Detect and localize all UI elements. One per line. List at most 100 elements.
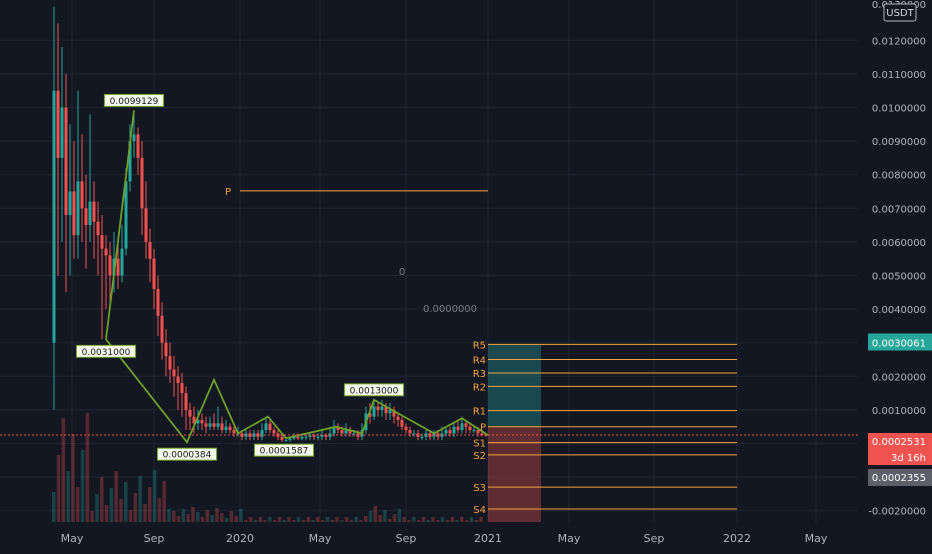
volume-bar [215, 508, 219, 522]
volume-bar [296, 517, 301, 522]
candle-body [264, 423, 268, 431]
volume-bar [128, 510, 133, 522]
volume-bar [76, 487, 80, 522]
volume-bar [412, 517, 416, 522]
volume-bar [220, 513, 224, 522]
volume-bar [95, 494, 99, 522]
candle-body [56, 90, 60, 158]
candle-body [152, 258, 156, 289]
volume-bar [301, 520, 306, 522]
candle-body [320, 435, 324, 437]
candle-body [148, 241, 152, 259]
candle-body [272, 430, 276, 434]
volume-bar [445, 520, 450, 522]
zigzag-indicator [105, 110, 489, 444]
pivot-label-r3: R3 [473, 369, 486, 380]
volume-bar [474, 520, 478, 522]
price-tags: 0.0030061 0.0002531 3d 16h 0.0002355 [868, 333, 932, 486]
pivot-upper-zone [488, 344, 541, 427]
candle-body [396, 416, 400, 420]
candle-body [452, 426, 456, 434]
candle-body [404, 426, 408, 431]
zigzag-value-text: 0.0001587 [260, 447, 309, 457]
volume-bar [138, 476, 142, 522]
candle-body [280, 436, 284, 441]
volume-bar [152, 470, 157, 522]
volume-bar [277, 517, 282, 522]
volume-bar [431, 517, 435, 522]
candle-body [400, 419, 404, 427]
volume-bar [229, 511, 234, 522]
volume-bar [397, 509, 402, 522]
candle-body [96, 221, 100, 236]
x-tick-label: May [558, 532, 581, 545]
candle-body [172, 369, 176, 377]
volume-bar [392, 514, 397, 522]
candle-body [232, 430, 236, 434]
zigzag-value-tag [156, 447, 218, 461]
candle-body [384, 406, 388, 414]
candle-body [288, 438, 292, 441]
x-tick-label: May [805, 532, 828, 545]
volume-bar [306, 517, 310, 522]
pivot-label-r5: R5 [473, 340, 486, 351]
volume-bar [364, 516, 368, 522]
candle-body [100, 235, 104, 249]
currency-badge[interactable] [883, 3, 917, 22]
volume-bar [455, 520, 459, 522]
volume-bar [388, 519, 392, 522]
volume-bar [176, 516, 181, 522]
volume-bar [464, 520, 469, 522]
volume-bar [181, 509, 186, 522]
center-value-label: 0.0000000 [423, 304, 477, 315]
zigzag-value-text: 0.0000384 [163, 451, 212, 461]
volume-bar [162, 481, 166, 522]
volume-bar [133, 493, 138, 522]
x-axis[interactable]: May Sep 2020 May Sep 2021 May Sep 2022 May [61, 532, 828, 545]
y-tick-label: -0.0020000 [868, 507, 926, 518]
zigzag-line [105, 110, 489, 444]
zigzag-value-text: 0.0099129 [110, 97, 159, 107]
volume-bar [349, 520, 354, 522]
pivot-label-s1: S1 [473, 439, 486, 450]
volume-bar [450, 517, 454, 522]
volume-bar [244, 520, 248, 522]
candle-body [392, 409, 396, 417]
volume-bar [56, 455, 61, 522]
candle-body [176, 376, 180, 384]
candle-body [92, 201, 96, 222]
volume-bar [248, 517, 253, 522]
candle-body [76, 181, 80, 236]
volume-bar [234, 516, 238, 522]
x-tick-label: 2020 [226, 532, 254, 545]
pivot-label-r1: R1 [473, 407, 486, 418]
zigzag-value-tag [343, 383, 405, 397]
zigzag-value-tag [103, 93, 165, 107]
candle-body [188, 409, 192, 417]
candle-body [456, 426, 460, 431]
volume-bar [167, 509, 171, 522]
volume-bar [196, 512, 200, 522]
candle-body [468, 426, 472, 431]
candle-body [108, 255, 112, 276]
y-tick-label: 0.0050000 [872, 272, 926, 283]
candle-body [72, 191, 76, 236]
pivot-lower-zone [488, 426, 541, 522]
candle-body [380, 406, 384, 410]
volume-bar [85, 413, 90, 522]
candle-body [228, 426, 232, 431]
volume-bar [440, 517, 445, 522]
candle-body [116, 258, 120, 276]
candle-body [204, 423, 208, 427]
volume-bar [402, 517, 406, 522]
candle-body [300, 436, 304, 439]
volume-bar [287, 517, 291, 522]
candle-body [140, 157, 144, 209]
candle-body [472, 430, 476, 432]
volume-bar [421, 517, 426, 522]
candle-body [68, 191, 72, 216]
x-tick-label: Sep [644, 532, 665, 545]
